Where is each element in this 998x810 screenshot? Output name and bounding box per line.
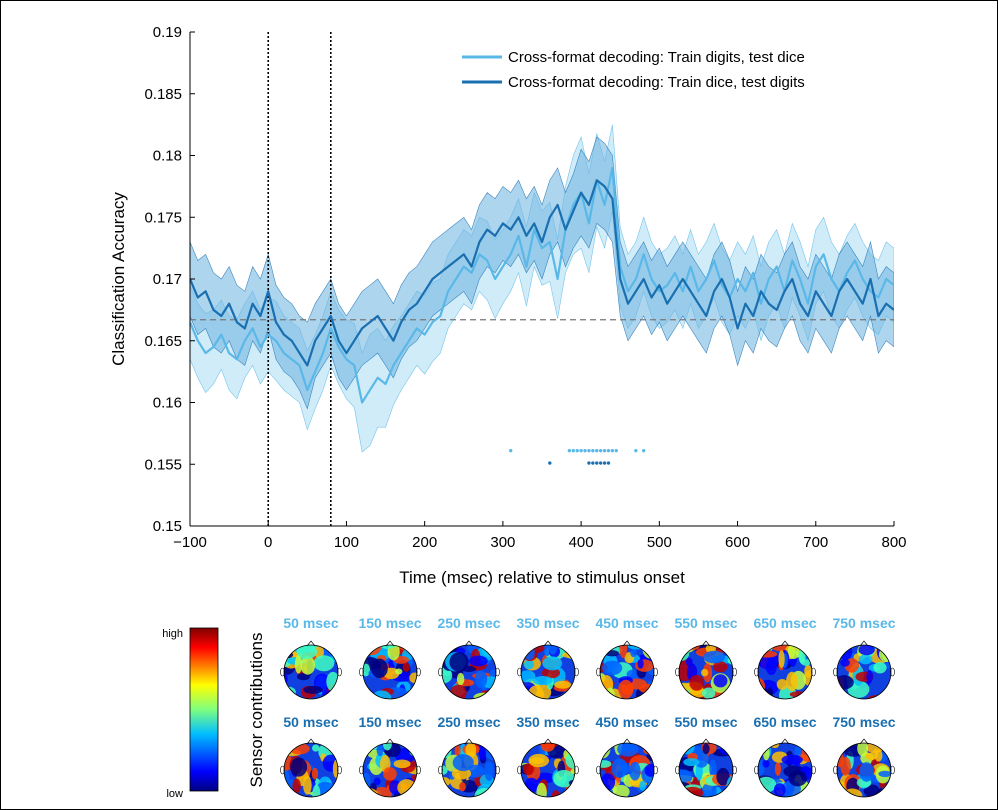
legend-label-series-1: Cross-format decoding: Train digits, tes… — [508, 49, 805, 66]
x-ticks: −100 0 100 200 300 400 500 600 700 800 — [173, 521, 907, 551]
significance-dot-series-1 — [634, 448, 638, 453]
colorbar-low-label: low — [166, 788, 183, 800]
topomap-head — [280, 640, 342, 700]
significance-dot-series-1 — [571, 448, 575, 453]
confidence-band-series-2 — [190, 136, 894, 410]
topomap-time-label: 750 msec — [832, 714, 895, 730]
y-tick-label: 0.19 — [153, 24, 182, 41]
significance-dot-series-1 — [579, 448, 583, 453]
topomap-time-label: 650 msec — [753, 714, 816, 730]
topomap-head — [675, 640, 737, 700]
line-series-2 — [190, 179, 894, 367]
significance-dot-series-1 — [509, 448, 513, 453]
y-tick-label: 0.155 — [144, 456, 182, 473]
topomap-grid: 50 msec 150 msec 250 msec 350 msec 450 msec 5… — [280, 615, 896, 798]
topomap-time-label: 650 msec — [753, 615, 816, 631]
significance-dot-series-1 — [602, 448, 607, 453]
significance-dot-series-1 — [606, 448, 611, 453]
x-tick-label: 600 — [725, 534, 750, 551]
series-lines — [190, 166, 894, 404]
topomap-time-label: 50 msec — [283, 714, 338, 730]
significance-dot-series-1 — [610, 448, 615, 453]
significance-dot-series-1 — [591, 448, 595, 453]
topomap-head — [280, 738, 342, 798]
topomap-head — [517, 738, 579, 798]
legend-label-series-2: Cross-format decoding: Train dice, test … — [508, 74, 805, 91]
x-tick-label: 400 — [569, 534, 594, 551]
significance-dot-series-2 — [591, 461, 595, 465]
legend: Cross-format decoding: Train digits, tes… — [462, 49, 805, 91]
topomap-head — [833, 738, 895, 798]
y-tick-label: 0.165 — [144, 333, 182, 350]
significance-dot-series-2 — [587, 461, 591, 465]
x-tick-label: 0 — [264, 534, 272, 551]
y-tick-label: 0.185 — [144, 86, 182, 103]
topomap-time-label: 250 msec — [437, 615, 500, 631]
significance-dot-series-1 — [614, 448, 619, 453]
topomap-time-label: 450 msec — [595, 615, 658, 631]
x-tick-label: 700 — [803, 534, 828, 551]
topomap-head — [438, 640, 500, 700]
topomap-head — [754, 738, 816, 798]
topomap-time-label: 550 msec — [674, 615, 737, 631]
significance-dot-series-1 — [583, 448, 587, 453]
significance-dot-series-2 — [606, 461, 611, 465]
y-ticks: 0.15 0.155 0.16 0.165 0.17 0.175 0.18 0.185 0.19 — [144, 24, 195, 535]
topomap-time-label: 750 msec — [832, 615, 895, 631]
significance-dot-series-1 — [575, 448, 579, 453]
x-axis-label: Time (msec) relative to stimulus onset — [399, 568, 685, 587]
topomap-time-label: 150 msec — [358, 615, 421, 631]
topomap-head — [438, 738, 500, 798]
topomap-head — [596, 738, 658, 798]
significance-markers — [509, 448, 646, 465]
y-tick-label: 0.17 — [153, 271, 182, 288]
topomap-head — [359, 640, 421, 700]
topomap-time-label: 250 msec — [437, 714, 500, 730]
x-tick-label: 100 — [334, 534, 359, 551]
x-tick-label: 500 — [647, 534, 672, 551]
topomap-head — [675, 738, 737, 798]
significance-dot-series-1 — [595, 448, 599, 453]
x-tick-label: 800 — [881, 534, 906, 551]
x-tick-label: −100 — [173, 534, 207, 551]
significance-dot-series-2 — [595, 461, 599, 465]
topomap-head — [359, 738, 421, 798]
topomap-time-label: 550 msec — [674, 714, 737, 730]
colorbar: high low — [162, 627, 219, 800]
significance-dot-series-2 — [548, 461, 552, 465]
significance-dot-series-1 — [598, 448, 603, 453]
significance-dot-series-1 — [567, 448, 572, 453]
topomap-head — [596, 640, 658, 700]
y-tick-label: 0.15 — [153, 518, 182, 535]
topomap-time-label: 350 msec — [516, 615, 579, 631]
significance-dot-series-1 — [641, 448, 646, 453]
stimulus-markers — [267, 32, 332, 526]
confidence-bands — [190, 124, 894, 453]
x-tick-label: 200 — [412, 534, 437, 551]
y-axis-label: Classification Accuracy — [109, 192, 128, 366]
x-tick-label: 300 — [490, 534, 515, 551]
y-tick-label: 0.175 — [144, 209, 182, 226]
y-tick-label: 0.16 — [153, 395, 182, 412]
y-tick-label: 0.18 — [153, 148, 182, 165]
significance-dot-series-2 — [598, 461, 603, 465]
topomap-head — [517, 640, 579, 700]
topomap-time-label: 350 msec — [516, 714, 579, 730]
topomap-head — [833, 640, 895, 700]
colorbar-high-label: high — [162, 628, 183, 640]
significance-dot-series-2 — [602, 461, 607, 465]
colorbar-gradient — [189, 627, 219, 792]
line-series-1 — [190, 166, 894, 404]
topomap-head — [754, 640, 816, 700]
topomap-time-label: 150 msec — [358, 714, 421, 730]
sensor-contributions-label: Sensor contributions — [247, 633, 266, 788]
topomap-time-label: 450 msec — [595, 714, 658, 730]
topomap-time-label: 50 msec — [283, 615, 338, 631]
significance-dot-series-1 — [587, 448, 591, 453]
